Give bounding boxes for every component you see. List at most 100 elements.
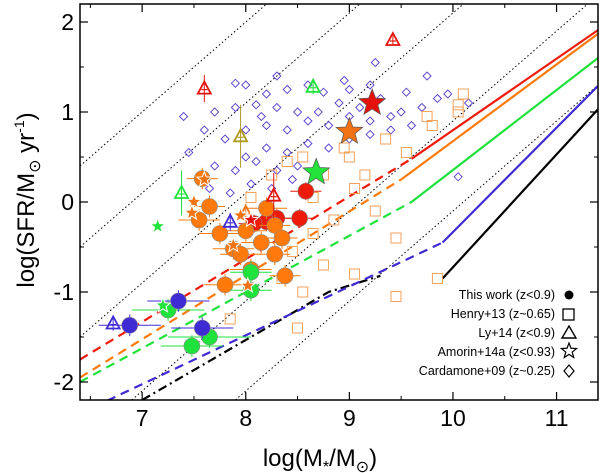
- ly-point: [196, 79, 213, 95]
- cardamone-point: [365, 116, 375, 126]
- cardamone-point: [272, 71, 282, 81]
- cardamone-point: [386, 111, 396, 122]
- cardamone-point: [204, 183, 215, 194]
- this-work-point: [266, 245, 284, 263]
- henry-point: [349, 268, 361, 280]
- henry-point: [245, 192, 257, 203]
- ms-z1-dashed-line: [106, 241, 444, 400]
- amorin-point: [301, 157, 331, 185]
- cardamone-point: [282, 125, 292, 135]
- ms-z0-solid-line: [441, 108, 598, 280]
- henry-point: [224, 313, 236, 325]
- henry-point: [297, 151, 309, 163]
- this-work-point: [258, 200, 275, 217]
- cardamone-point: [241, 80, 251, 90]
- henry-point: [457, 88, 469, 100]
- x-axis-title: log(M*/M⊙): [263, 445, 377, 473]
- this-work-point: [201, 198, 218, 215]
- henry-point: [431, 273, 443, 284]
- cardamone-point: [370, 57, 380, 68]
- henry-point: [400, 147, 412, 158]
- henry-point: [281, 156, 293, 167]
- henry-point: [380, 133, 392, 145]
- this-work-point: [276, 267, 294, 285]
- amorin-point: [242, 210, 260, 228]
- cardamone-point: [396, 107, 406, 117]
- henry-point: [452, 106, 464, 118]
- cardamone-point: [443, 89, 453, 99]
- x-tick-label: 9: [343, 405, 356, 431]
- henry-point: [317, 259, 329, 271]
- henry-point: [343, 151, 355, 163]
- cardamone-point: [225, 188, 235, 198]
- cardamone-point: [365, 129, 375, 140]
- cardamone-point: [251, 100, 261, 110]
- ly-point: [265, 186, 282, 202]
- cardamone-point: [417, 102, 427, 113]
- ly-point: [384, 31, 401, 46]
- cardamone-point: [199, 125, 209, 135]
- henry-point: [452, 99, 464, 111]
- cardamone-point: [406, 120, 417, 131]
- cardamone-point: [344, 84, 354, 95]
- henry-point: [359, 169, 371, 181]
- cardamone-point: [272, 102, 282, 113]
- amorin-point: [335, 116, 364, 144]
- y-tick-label: -1: [54, 279, 74, 305]
- y-tick-label: -2: [54, 369, 74, 395]
- cardamone-point: [324, 120, 334, 131]
- amorin-point: [154, 296, 172, 313]
- henry-point: [307, 228, 319, 239]
- ly-point: [222, 212, 239, 228]
- this-work-point: [242, 263, 260, 281]
- cardamone-point: [178, 111, 189, 122]
- cardamone-point: [220, 134, 230, 144]
- henry-point: [297, 286, 309, 298]
- y-axis-title: log(SFR/M⊙ yr-1): [11, 112, 44, 287]
- ms-z3-solid-line: [400, 32, 598, 181]
- cardamone-point: [287, 174, 298, 185]
- cardamone-point: [261, 89, 272, 99]
- ly-point: [105, 314, 122, 330]
- cardamone-point: [230, 102, 241, 113]
- henry-point: [369, 205, 381, 217]
- amorin-point: [195, 170, 213, 187]
- cardamone-point: [256, 111, 266, 122]
- amorin-point: [185, 192, 203, 210]
- henry-point: [286, 246, 298, 257]
- dotted-4-line: [131, 4, 588, 400]
- y-tick-label: 2: [61, 9, 74, 35]
- ms-z4-solid-line: [410, 29, 598, 160]
- legend-label-cardamone: Cardamone+09 (z~0.25): [419, 364, 555, 378]
- ms-z0-dashed-line: [141, 274, 381, 400]
- dotted-2-line: [80, 4, 361, 248]
- y-tick-label: 0: [61, 189, 74, 215]
- cardamone-point: [261, 143, 272, 153]
- cardamone-point: [230, 165, 241, 176]
- cardamone-point: [401, 87, 411, 97]
- cardamone-point: [365, 80, 375, 90]
- cardamone-point: [303, 138, 313, 149]
- this-work-point: [193, 319, 211, 337]
- henry-point: [390, 232, 402, 244]
- cardamone-point: [210, 161, 220, 171]
- cardamone-point: [453, 172, 463, 182]
- dotted-5-line: [235, 84, 598, 400]
- x-tick-label: 8: [239, 405, 252, 431]
- legend-label-henry: Henry+13 (z~0.65): [451, 307, 555, 321]
- amorin-point: [224, 236, 242, 253]
- this-work-point: [170, 292, 187, 310]
- this-work-point: [266, 217, 284, 234]
- cardamone-point: [339, 75, 349, 86]
- this-work-point: [183, 337, 201, 355]
- axis-ticks: [80, 4, 598, 400]
- cardamone-point: [230, 78, 241, 88]
- legend-open-triangle-icon: [560, 324, 578, 339]
- dotted-1-line: [80, 4, 267, 167]
- this-work-point: [237, 222, 255, 240]
- cardamone-point: [463, 98, 474, 108]
- cardamone-point: [251, 156, 261, 167]
- legend: This work (z<0.9) Henry+13 (z~0.65) Ly+1…: [419, 288, 579, 378]
- cardamone-point: [210, 107, 220, 117]
